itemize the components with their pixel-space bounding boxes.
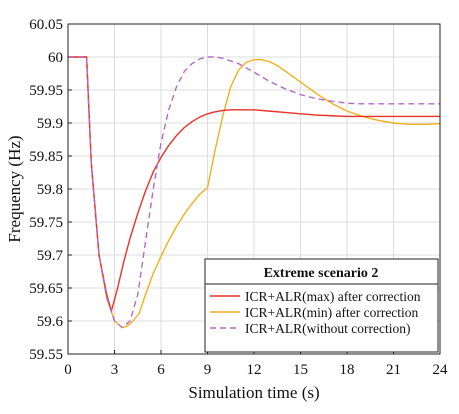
y-tick-label: 59.9: [37, 116, 63, 132]
y-tick-label: 60.05: [29, 17, 63, 33]
series-layer: [68, 56, 441, 329]
legend-title: Extreme scenario 2: [264, 266, 379, 281]
x-tick-label: 21: [386, 362, 401, 378]
x-tick-label: 24: [433, 362, 449, 378]
series-line-0: [68, 56, 440, 312]
legend-label-1: ICR+ALR(min) after correction: [245, 305, 419, 320]
y-tick-label: 59.6: [37, 314, 64, 330]
x-tick-label: 12: [247, 362, 262, 378]
legend-label-2: ICR+ALR(without correction): [245, 321, 410, 336]
y-tick-label: 59.8: [37, 182, 63, 198]
legend-box: [204, 258, 439, 353]
y-tick-label: 59.95: [29, 83, 63, 99]
y-tick-label: 59.75: [29, 215, 63, 231]
x-tick-label: 3: [111, 362, 119, 378]
y-tick-label: 59.65: [29, 281, 63, 297]
x-tick-label: 18: [340, 362, 355, 378]
y-tick-label: 59.55: [29, 347, 63, 363]
x-tick-label: 15: [293, 362, 308, 378]
x-tick-label: 6: [157, 362, 165, 378]
x-tick-label: 0: [64, 362, 72, 378]
y-tick-label: 60: [48, 50, 63, 66]
legend-label-0: ICR+ALR(max) after correction: [245, 289, 421, 304]
series-line-2: [68, 56, 440, 329]
y-tick-labels: 59.55 59.6 59.65 59.7 59.75 59.8 59.85 59.9 59.9…: [29, 17, 63, 363]
x-tick-labels: 0 3 6 9 12 15 18 21 24: [64, 362, 448, 378]
x-axis-label: Simulation time (s): [188, 383, 319, 402]
y-axis-label: Frequency (Hz): [5, 135, 24, 242]
legend-items: ICR+ALR(max) after correctionICR+ALR(min…: [210, 289, 421, 336]
legend: Extreme scenario 2 ICR+ALR(max) after co…: [204, 258, 439, 353]
y-tick-label: 59.7: [37, 248, 64, 264]
y-tick-label: 59.85: [29, 149, 63, 165]
x-tick-label: 9: [204, 362, 212, 378]
plot-frame: [67, 23, 441, 355]
